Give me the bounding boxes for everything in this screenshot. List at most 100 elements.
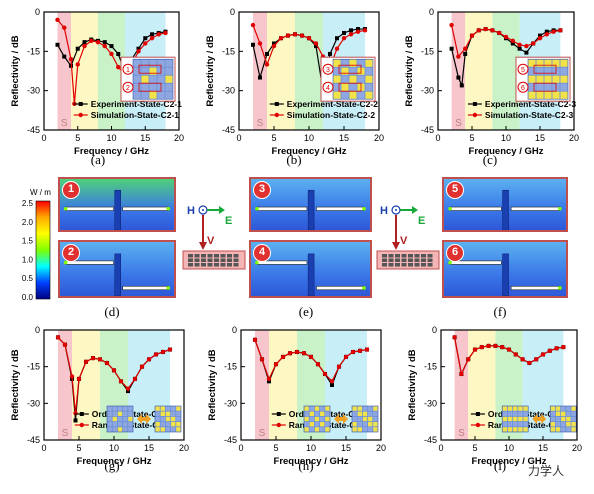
metasurface-cell [133, 75, 141, 83]
data-point [259, 357, 265, 362]
data-point [69, 374, 75, 379]
x-tick-label: 10 [304, 133, 314, 143]
metasurface-cell [561, 422, 566, 427]
y-tick-label: 0 [230, 7, 235, 17]
data-point [257, 41, 263, 46]
sample-cell [401, 258, 407, 262]
colorbar-tick-label: 0.5 [22, 274, 34, 283]
metasurface-cell [149, 91, 157, 99]
data-point [537, 36, 543, 41]
metasurface-cell [333, 59, 341, 67]
sample-cell [194, 258, 200, 262]
y-axis-label: Reflectivity / dB [205, 35, 216, 106]
data-point [343, 354, 349, 360]
x-tick-label: 5 [469, 133, 474, 143]
metasurface-cell [502, 406, 507, 411]
data-point [136, 49, 141, 54]
metasurface-cell [165, 422, 171, 427]
data-point [250, 22, 256, 28]
state-number-badge: 3 [253, 181, 271, 199]
state-number-badge: 2 [62, 244, 80, 262]
metasurface-cell [502, 416, 507, 422]
y-tick-label: -15 [222, 46, 235, 56]
sample-cell [233, 254, 239, 258]
data-point [330, 383, 334, 387]
highlight-box [533, 82, 557, 92]
data-point [341, 36, 347, 41]
data-point [463, 46, 468, 51]
metasurface-cell [107, 427, 112, 432]
data-point [469, 33, 475, 38]
data-point [452, 335, 457, 340]
legend-entry: Simulation-State-C2-2 [287, 110, 376, 120]
data-point [544, 32, 549, 37]
field-map-plot [444, 242, 566, 296]
metasurface-cell [314, 427, 320, 432]
x-tick-label: 15 [339, 133, 349, 143]
sample-cell [421, 258, 426, 262]
colorbar-tick-label: 1.0 [22, 255, 34, 264]
sample-cell [188, 254, 193, 258]
sample-cell [388, 258, 394, 262]
metasurface-cell [560, 75, 568, 83]
sample-cell [201, 254, 206, 258]
data-point [252, 337, 258, 342]
metasurface-cell [320, 411, 325, 416]
metasurface-cell [536, 59, 544, 67]
x-axis-label: Frequency / GHz [472, 456, 547, 467]
legend-marker [78, 102, 83, 106]
metasurface-cell [309, 422, 314, 427]
metasurface-cell [373, 406, 378, 411]
v-vector-label: V [400, 235, 408, 247]
metasurface-cell [133, 59, 141, 67]
metasurface-cell [171, 411, 176, 416]
h-vector-label: H [187, 205, 195, 217]
x-tick-label: 20 [572, 443, 582, 453]
metasurface-cell [128, 427, 133, 432]
metasurface-cell [117, 422, 123, 427]
x-tick-label: 0 [41, 443, 46, 453]
legend-entry: Simulation-State-C2-1 [91, 110, 180, 120]
panel-label: (g) [104, 458, 120, 473]
metasurface-cell [368, 416, 373, 422]
panel-label: (f) [493, 304, 507, 319]
metasurface-cell [165, 427, 171, 432]
metal-post [114, 189, 121, 230]
field-map [442, 240, 568, 298]
x-tick-label: 5 [472, 443, 477, 453]
data-point [271, 43, 277, 49]
metasurface-cell [155, 422, 160, 427]
metasurface-cell [141, 83, 149, 91]
state-number: 1 [126, 67, 130, 74]
sample-cell [408, 258, 413, 262]
sample-cell [427, 263, 433, 267]
sample-cell [388, 263, 394, 267]
state-number-badge [322, 81, 334, 93]
metasurface-cell [368, 411, 373, 416]
x-tick-label: 0 [236, 133, 241, 143]
patch-right [510, 206, 561, 211]
metasurface-cell [357, 416, 362, 422]
metasurface-cell [176, 422, 181, 427]
x-tick-label: 10 [501, 133, 511, 143]
x-tick-label: 20 [174, 133, 184, 143]
data-point [62, 54, 67, 59]
metasurface-cell [544, 59, 552, 67]
metasurface-cell [141, 91, 149, 99]
data-point [510, 41, 515, 46]
highlight-box [533, 64, 557, 74]
sample-cell [207, 263, 213, 267]
metasurface-cell [165, 83, 173, 91]
x-tick-label: 5 [75, 133, 80, 143]
state-number-badge [322, 63, 334, 75]
data-point [554, 346, 559, 351]
metasurface-cell [560, 59, 568, 67]
patch-right [122, 285, 169, 291]
metasurface-cell [141, 67, 149, 75]
y-tick-label: -30 [421, 86, 434, 96]
metasurface-cell [513, 422, 518, 427]
metasurface-cell [357, 406, 362, 411]
metasurface-cell [155, 427, 160, 432]
e-vector-label: E [225, 215, 232, 227]
